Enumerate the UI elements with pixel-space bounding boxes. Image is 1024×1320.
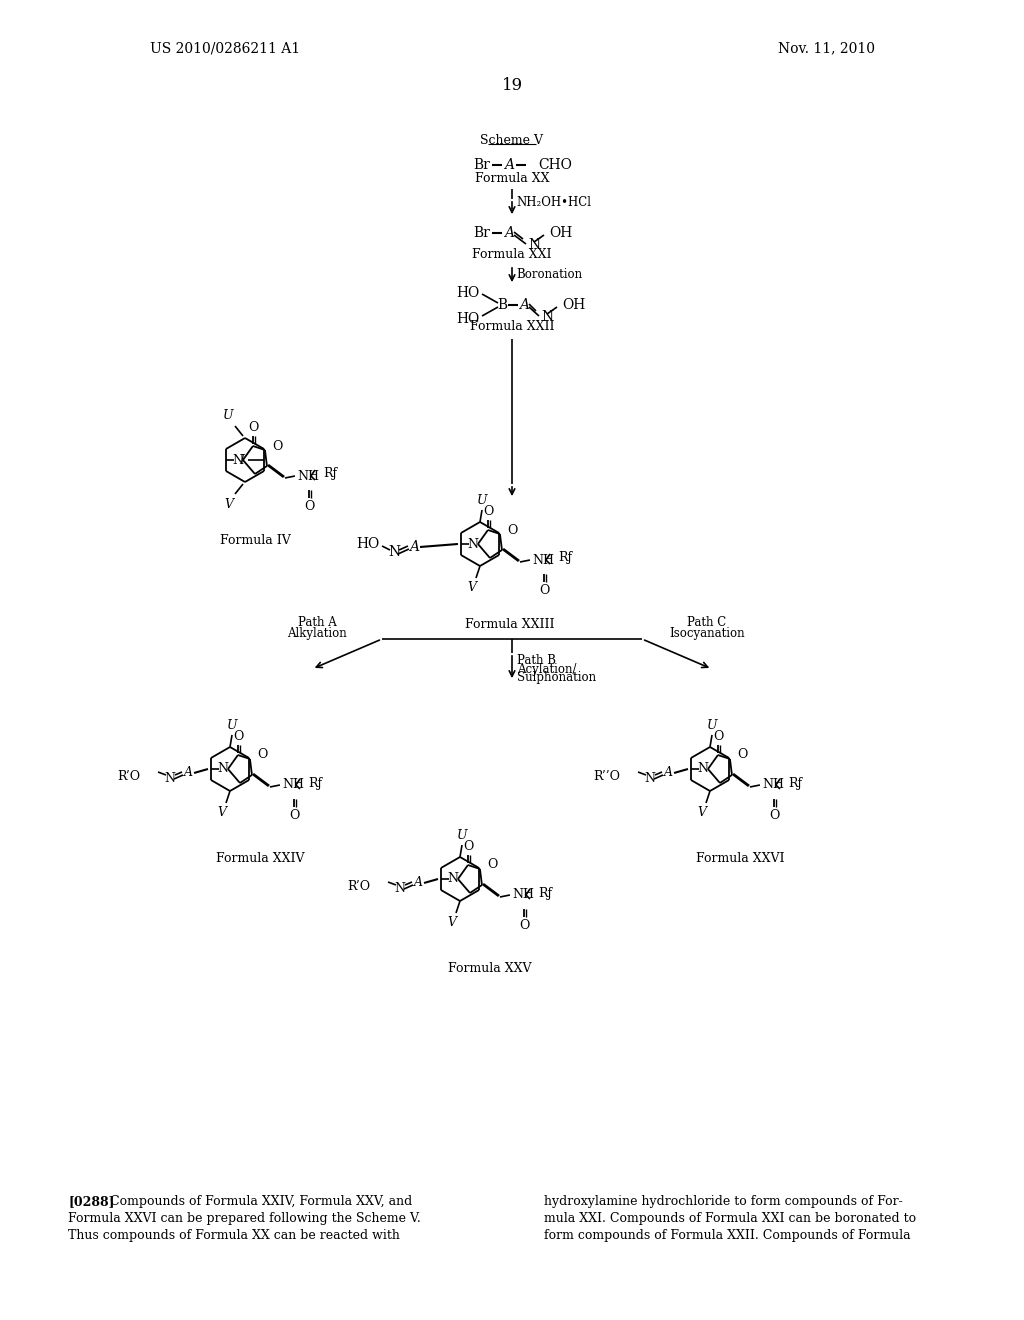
Text: Nov. 11, 2010: Nov. 11, 2010 (778, 41, 874, 55)
Text: Path C: Path C (687, 616, 727, 630)
Text: HO: HO (457, 312, 480, 326)
Text: Formula XXVI can be prepared following the Scheme V.: Formula XXVI can be prepared following t… (68, 1212, 421, 1225)
Text: A: A (519, 298, 529, 312)
Text: HO: HO (457, 286, 480, 300)
Polygon shape (732, 774, 750, 787)
Text: O: O (257, 748, 267, 762)
Text: NH₂OH•HCl: NH₂OH•HCl (516, 197, 591, 210)
Text: U: U (457, 829, 467, 842)
Text: [0288]: [0288] (68, 1195, 115, 1208)
Text: NH: NH (512, 888, 534, 902)
Text: Alkylation: Alkylation (287, 627, 347, 639)
Text: hydroxylamine hydrochloride to form compounds of For-: hydroxylamine hydrochloride to form comp… (544, 1195, 903, 1208)
Text: N: N (697, 763, 709, 776)
Text: Acylation/: Acylation/ (517, 663, 577, 676)
Text: Rƒ: Rƒ (787, 776, 802, 789)
Text: Formula XXV: Formula XXV (449, 962, 531, 975)
Text: NH: NH (762, 779, 784, 792)
Text: Sulphonation: Sulphonation (517, 672, 596, 685)
Text: O: O (272, 440, 283, 453)
Text: N: N (467, 537, 478, 550)
Text: Formula XXIV: Formula XXIV (216, 853, 304, 866)
Polygon shape (252, 774, 270, 787)
Text: U: U (222, 409, 233, 422)
Text: O: O (232, 730, 243, 743)
Text: Compounds of Formula XXIV, Formula XXV, and: Compounds of Formula XXIV, Formula XXV, … (110, 1195, 413, 1208)
Text: O: O (482, 506, 494, 517)
Text: R’’O: R’’O (593, 771, 620, 784)
Text: 19: 19 (502, 77, 522, 94)
Text: Rƒ: Rƒ (308, 776, 323, 789)
Text: Scheme V: Scheme V (480, 133, 544, 147)
Text: Formula XXVI: Formula XXVI (695, 853, 784, 866)
Text: V: V (447, 916, 457, 929)
Text: Isocyanation: Isocyanation (670, 627, 744, 639)
Text: A: A (504, 226, 514, 240)
Text: Rƒ: Rƒ (558, 552, 572, 565)
Text: Rƒ: Rƒ (538, 887, 552, 899)
Text: CHO: CHO (538, 158, 571, 172)
Text: O: O (713, 730, 723, 743)
Text: HO: HO (356, 537, 380, 550)
Text: O: O (248, 421, 258, 434)
Text: B: B (497, 298, 507, 312)
Polygon shape (502, 548, 520, 562)
Text: Path B: Path B (517, 655, 556, 668)
Text: NH: NH (282, 779, 304, 792)
Text: Rƒ: Rƒ (323, 467, 337, 480)
Text: U: U (707, 719, 717, 733)
Polygon shape (267, 465, 285, 478)
Text: N: N (217, 763, 228, 776)
Text: V: V (697, 807, 707, 818)
Text: Formula IV: Formula IV (219, 533, 291, 546)
Text: U: U (226, 719, 238, 733)
Text: V: V (468, 581, 476, 594)
Text: O: O (737, 748, 748, 762)
Text: N: N (541, 310, 553, 323)
Text: I: I (239, 454, 244, 466)
Text: N: N (165, 771, 175, 784)
Text: Formula XXII: Formula XXII (470, 321, 554, 334)
Text: V: V (217, 807, 226, 818)
Text: OH: OH (549, 226, 572, 240)
Text: mula XXI. Compounds of Formula XXI can be boronated to: mula XXI. Compounds of Formula XXI can b… (544, 1212, 916, 1225)
Text: O: O (769, 809, 779, 822)
Text: Formula XXI: Formula XXI (472, 248, 552, 261)
Text: O: O (539, 583, 549, 597)
Text: O: O (507, 524, 517, 536)
Text: R’O: R’O (347, 880, 370, 894)
Text: A: A (664, 767, 673, 780)
Polygon shape (482, 883, 500, 898)
Text: U: U (477, 494, 487, 507)
Text: Formula XXIII: Formula XXIII (465, 618, 555, 631)
Text: A: A (183, 767, 193, 780)
Text: R’O: R’O (117, 771, 140, 784)
Text: Br: Br (473, 226, 490, 240)
Text: Thus compounds of Formula XX can be reacted with: Thus compounds of Formula XX can be reac… (68, 1229, 400, 1242)
Text: N: N (644, 771, 655, 784)
Text: Boronation: Boronation (516, 268, 582, 281)
Text: N: N (394, 882, 406, 895)
Text: Br: Br (473, 158, 490, 172)
Text: O: O (463, 840, 473, 853)
Text: A: A (414, 876, 423, 890)
Text: N: N (528, 238, 540, 252)
Text: form compounds of Formula XXII. Compounds of Formula: form compounds of Formula XXII. Compound… (544, 1229, 910, 1242)
Text: OH: OH (562, 298, 586, 312)
Text: N: N (447, 873, 459, 886)
Text: US 2010/0286211 A1: US 2010/0286211 A1 (150, 41, 300, 55)
Text: A: A (504, 158, 514, 172)
Text: O: O (304, 500, 314, 513)
Text: N: N (388, 545, 400, 558)
Text: NH: NH (297, 470, 318, 483)
Text: O: O (487, 858, 498, 871)
Text: Formula XX: Formula XX (475, 173, 549, 186)
Text: A: A (409, 540, 419, 554)
Text: O: O (289, 809, 299, 822)
Text: O: O (519, 919, 529, 932)
Text: NH: NH (531, 553, 554, 566)
Text: N: N (232, 454, 244, 466)
Text: V: V (224, 498, 233, 511)
Text: Path A: Path A (298, 616, 336, 630)
